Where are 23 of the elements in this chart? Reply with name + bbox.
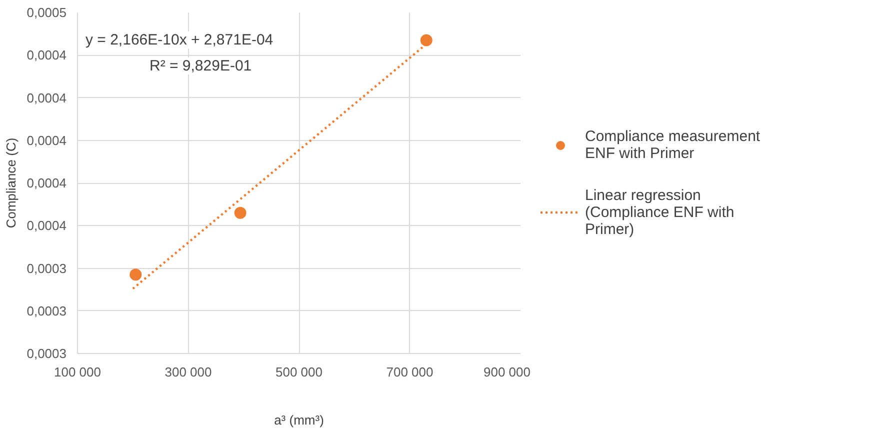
- y-tick-label: 0,0004: [26, 218, 67, 234]
- point: [130, 268, 142, 281]
- point: [234, 206, 246, 219]
- y-axis-title: Compliance (C): [4, 138, 19, 228]
- y-tick-label: 0,0004: [26, 48, 67, 63]
- y-tick-label: 0,0004: [26, 176, 67, 190]
- annotation: R² = 9,829E-01: [150, 58, 252, 74]
- y-tick-label: 0,0003: [26, 303, 67, 318]
- x-tick-label: 300 000: [164, 364, 212, 380]
- y-tick-label: 0,0004: [26, 132, 67, 148]
- legend-label: Linear regression (Compliance ENF with Primer): [585, 186, 734, 238]
- legend-label: Compliance measurement ENF with Primer: [585, 128, 760, 162]
- x-tick-label: 100 000: [54, 364, 102, 380]
- y-tick-label: 0,0004: [26, 90, 67, 106]
- y-tick-label: 0,0003: [26, 260, 67, 276]
- x-axis-title: a³ (mm³): [274, 412, 324, 428]
- y-tick-label: 0,0003: [26, 346, 67, 361]
- x-tick-label: 500 000: [276, 364, 323, 380]
- x-tick-label: 700 000: [386, 364, 434, 380]
- y-tick-label: 0,0005: [26, 5, 67, 20]
- x-tick-label: 900 000: [484, 364, 531, 380]
- point: [420, 34, 432, 46]
- annotation: y = 2,166E-10x + 2,871E-04: [86, 32, 274, 48]
